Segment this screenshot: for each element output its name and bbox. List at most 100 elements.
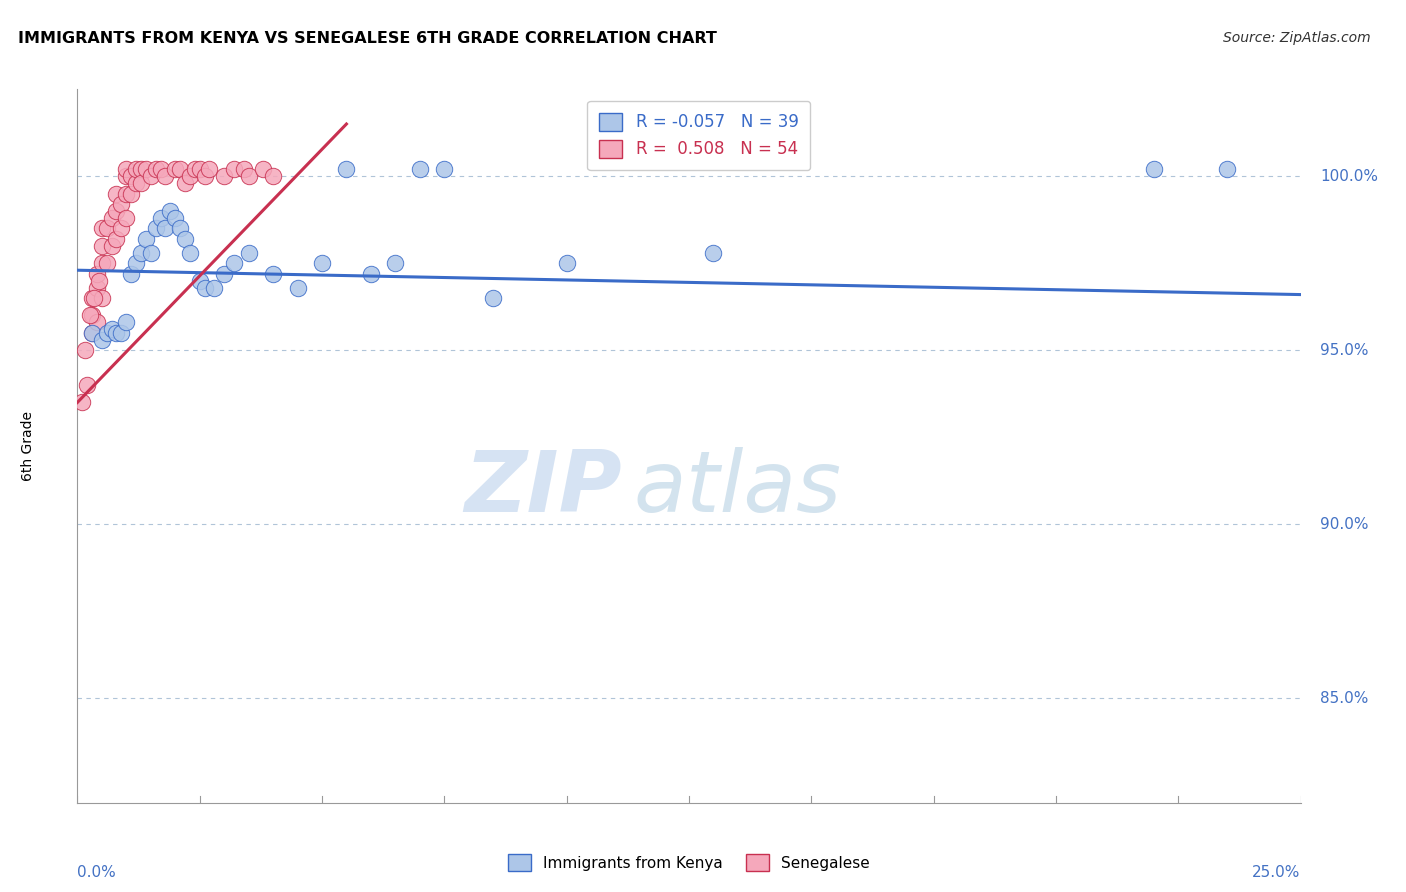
Point [89, 274, 111, 288]
Point [311, 256, 333, 270]
Text: 85.0%: 85.0% [1320, 691, 1368, 706]
Point [120, 169, 142, 184]
Point [96, 256, 118, 270]
Point [145, 221, 167, 235]
Point [96, 326, 118, 340]
Point [335, 162, 357, 177]
Point [80, 326, 103, 340]
Point [80, 326, 103, 340]
Point [702, 245, 724, 260]
Point [360, 267, 382, 281]
Point [174, 232, 197, 246]
Point [184, 162, 207, 177]
Point [169, 162, 191, 177]
Point [86, 267, 108, 281]
Point [90, 291, 112, 305]
Point [105, 186, 128, 201]
Point [105, 204, 128, 219]
Point [115, 162, 138, 177]
Point [179, 169, 201, 184]
Point [222, 256, 245, 270]
Point [73, 343, 96, 358]
Point [115, 315, 138, 329]
Point [174, 176, 197, 190]
Point [110, 221, 132, 235]
Point [80, 309, 103, 323]
Point [79, 309, 101, 323]
Text: 90.0%: 90.0% [1320, 516, 1368, 532]
Point [555, 256, 578, 270]
Point [125, 162, 148, 177]
Point [110, 197, 132, 211]
Point [129, 245, 152, 260]
Point [70, 395, 93, 409]
Point [262, 267, 284, 281]
Point [115, 186, 138, 201]
Point [252, 162, 274, 177]
Point [115, 169, 138, 184]
Text: atlas: atlas [634, 447, 842, 531]
Point [409, 162, 432, 177]
Point [120, 186, 142, 201]
Text: 25.0%: 25.0% [1253, 865, 1301, 880]
Point [212, 169, 235, 184]
Text: 95.0%: 95.0% [1320, 343, 1368, 358]
Point [262, 169, 284, 184]
Point [433, 162, 456, 177]
Point [188, 274, 211, 288]
Point [155, 221, 177, 235]
Point [169, 221, 191, 235]
Point [179, 245, 201, 260]
Point [193, 169, 215, 184]
Point [125, 176, 148, 190]
Point [159, 204, 181, 219]
Point [232, 162, 254, 177]
Point [139, 245, 162, 260]
Point [120, 267, 142, 281]
Point [212, 267, 235, 281]
Point [193, 280, 215, 294]
Point [202, 280, 225, 294]
Point [100, 211, 122, 225]
Text: IMMIGRANTS FROM KENYA VS SENEGALESE 6TH GRADE CORRELATION CHART: IMMIGRANTS FROM KENYA VS SENEGALESE 6TH … [18, 31, 717, 46]
Point [188, 162, 211, 177]
Point [125, 256, 148, 270]
Point [384, 256, 406, 270]
Point [1143, 162, 1166, 177]
Point [238, 245, 260, 260]
Point [105, 326, 128, 340]
Point [96, 221, 118, 235]
Point [222, 162, 245, 177]
Point [100, 239, 122, 253]
Text: 0.0%: 0.0% [77, 865, 117, 880]
Point [129, 162, 152, 177]
Point [149, 162, 172, 177]
Point [145, 162, 167, 177]
Point [90, 221, 112, 235]
Legend: Immigrants from Kenya, Senegalese: Immigrants from Kenya, Senegalese [502, 848, 876, 877]
Point [129, 176, 152, 190]
Point [149, 211, 172, 225]
Text: ZIP: ZIP [464, 447, 621, 531]
Point [100, 322, 122, 336]
Point [90, 333, 112, 347]
Point [155, 169, 177, 184]
Point [83, 291, 105, 305]
Point [86, 280, 108, 294]
Point [76, 378, 98, 392]
Point [135, 162, 157, 177]
Point [80, 291, 103, 305]
Point [238, 169, 260, 184]
Point [165, 162, 187, 177]
Point [90, 256, 112, 270]
Point [90, 239, 112, 253]
Text: 6th Grade: 6th Grade [21, 411, 35, 481]
Point [115, 211, 138, 225]
Point [287, 280, 309, 294]
Point [1216, 162, 1239, 177]
Point [165, 211, 187, 225]
Text: Source: ZipAtlas.com: Source: ZipAtlas.com [1223, 31, 1371, 45]
Point [135, 232, 157, 246]
Point [139, 169, 162, 184]
Text: 100.0%: 100.0% [1320, 169, 1378, 184]
